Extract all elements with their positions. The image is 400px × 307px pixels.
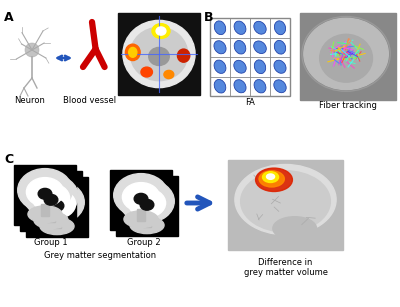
Text: B: B [204,11,214,24]
Ellipse shape [254,80,266,93]
Ellipse shape [38,190,76,218]
Bar [20,171,82,231]
Text: C: C [4,153,13,166]
Text: FA: FA [245,98,255,107]
Ellipse shape [214,80,226,93]
Ellipse shape [214,60,226,73]
Ellipse shape [254,60,266,74]
Ellipse shape [28,206,62,223]
Bar [228,160,343,250]
Ellipse shape [24,175,78,218]
Ellipse shape [320,34,372,82]
Bar [53,216,61,228]
Ellipse shape [254,21,266,34]
Text: Fiber tracking: Fiber tracking [319,101,377,110]
Ellipse shape [241,171,330,232]
Ellipse shape [274,60,286,73]
Ellipse shape [141,67,152,77]
Bar [210,18,290,96]
Ellipse shape [273,217,316,240]
Ellipse shape [234,80,246,93]
Ellipse shape [129,48,137,57]
Bar [116,176,178,236]
Ellipse shape [214,41,226,54]
Bar [110,170,172,230]
Ellipse shape [262,172,279,182]
Ellipse shape [266,174,274,179]
Bar [143,215,151,227]
Ellipse shape [274,21,286,35]
Text: Difference in
grey matter volume: Difference in grey matter volume [244,258,328,278]
Text: Blood vessel: Blood vessel [64,96,116,105]
Text: Group 2: Group 2 [127,238,161,247]
Ellipse shape [34,212,68,229]
Bar [300,13,396,100]
Text: Grey matter segmentation: Grey matter segmentation [44,251,156,260]
Ellipse shape [256,168,292,192]
Ellipse shape [122,183,160,212]
Bar [47,210,55,222]
Ellipse shape [156,27,166,35]
Ellipse shape [259,171,284,187]
Bar [26,177,88,237]
Ellipse shape [235,165,336,235]
Ellipse shape [124,211,158,227]
Ellipse shape [123,20,195,87]
Ellipse shape [254,41,266,53]
Ellipse shape [130,217,164,234]
Ellipse shape [30,181,84,224]
Circle shape [25,43,39,57]
Ellipse shape [26,178,64,206]
Ellipse shape [134,193,148,204]
Ellipse shape [234,21,246,34]
Ellipse shape [304,18,388,90]
Ellipse shape [274,41,286,54]
Ellipse shape [18,169,72,212]
Ellipse shape [44,194,58,205]
Ellipse shape [32,184,70,212]
Ellipse shape [164,70,174,79]
Bar [14,165,76,225]
Ellipse shape [274,80,286,93]
Ellipse shape [50,200,64,211]
Ellipse shape [120,180,174,223]
Ellipse shape [214,21,226,35]
Ellipse shape [130,27,188,81]
Text: Group 1: Group 1 [34,238,68,247]
Text: A: A [4,11,14,24]
Ellipse shape [152,24,170,38]
Ellipse shape [234,60,246,73]
Ellipse shape [149,48,169,65]
Ellipse shape [178,49,190,62]
Ellipse shape [281,233,302,246]
Ellipse shape [140,200,154,210]
Ellipse shape [40,218,74,235]
Ellipse shape [38,188,52,199]
Ellipse shape [128,188,166,217]
Text: Neuron: Neuron [14,96,46,105]
Ellipse shape [114,173,168,217]
Ellipse shape [234,41,246,54]
Ellipse shape [125,44,140,60]
Bar [41,204,49,216]
Bar [118,13,200,95]
Bar [137,209,145,221]
